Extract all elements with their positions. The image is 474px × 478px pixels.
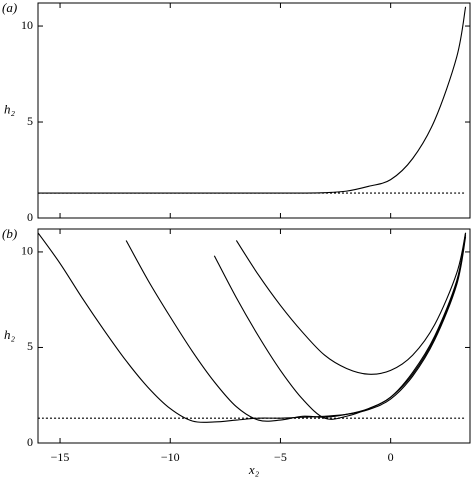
curve <box>213 232 467 420</box>
curve <box>125 234 467 422</box>
y-tick-label: 5 <box>27 339 33 353</box>
y-tick-label: 10 <box>21 244 33 258</box>
panel-label: (b) <box>2 226 17 241</box>
plot-frame <box>37 228 471 444</box>
y-tick-label: 5 <box>27 114 33 128</box>
x-tick-label: −5 <box>274 450 287 464</box>
panel-label: (a) <box>2 0 17 15</box>
y-tick-label: 0 <box>27 435 33 449</box>
curve <box>38 6 467 194</box>
y-axis-label: h₂ <box>4 327 16 342</box>
x-tick-label: 0 <box>388 450 394 464</box>
y-axis-label: h₂ <box>4 101 16 116</box>
curve <box>235 232 467 375</box>
plot-frame <box>37 2 471 219</box>
x-axis-label: x₂ <box>248 462 260 477</box>
x-tick-label: −15 <box>51 450 70 464</box>
y-tick-label: 10 <box>21 18 33 32</box>
x-tick-label: −10 <box>161 450 180 464</box>
y-tick-label: 0 <box>27 210 33 224</box>
curve <box>38 232 467 423</box>
